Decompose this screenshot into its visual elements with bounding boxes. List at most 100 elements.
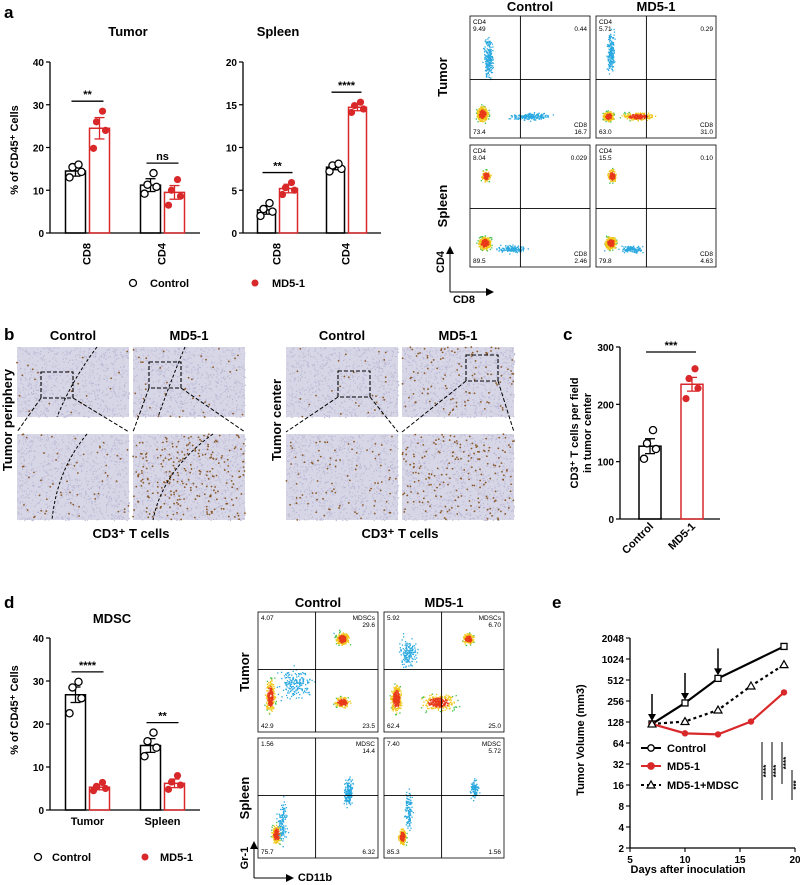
ihc-texture <box>144 410 146 413</box>
ihc-texture <box>95 399 97 401</box>
ihc-texture <box>149 357 151 359</box>
event-dot <box>630 114 632 116</box>
event-dot <box>484 54 486 56</box>
event-dot <box>610 237 612 239</box>
ihc-texture <box>113 388 115 390</box>
event-dot <box>635 115 638 117</box>
ihc-texture <box>105 407 107 409</box>
event-dot <box>610 244 612 246</box>
cd3-stain-dot <box>27 364 29 367</box>
cd3-stain-dot <box>208 403 211 406</box>
cd3-stain-dot <box>48 402 51 405</box>
ihc-texture <box>136 356 138 358</box>
event-dot <box>540 116 543 118</box>
ihc-texture <box>25 471 27 473</box>
ihc-texture <box>36 378 38 380</box>
ihc-texture <box>179 403 181 405</box>
ihc-texture <box>190 357 192 359</box>
data-point <box>140 189 149 198</box>
ihc-texture <box>75 347 78 350</box>
event-dot <box>610 53 612 55</box>
event-dot <box>484 238 487 241</box>
event-dot <box>485 114 487 116</box>
ihc-texture <box>40 410 42 413</box>
ihc-texture <box>152 403 155 405</box>
ihc-texture <box>40 508 42 510</box>
ihc-texture <box>71 497 73 500</box>
ihc-texture <box>103 357 105 359</box>
event-dot <box>489 57 492 60</box>
event-dot <box>644 116 647 118</box>
event-dot <box>489 242 492 244</box>
event-dot <box>488 112 490 114</box>
ihc-texture <box>88 355 90 357</box>
ihc-texture <box>25 411 28 413</box>
ihc-texture <box>135 416 137 418</box>
ihc-texture <box>32 393 35 395</box>
event-dot <box>611 58 613 60</box>
ihc-texture <box>39 401 41 403</box>
ihc-texture <box>134 376 136 378</box>
ihc-texture <box>139 359 141 361</box>
ihc-texture <box>143 414 145 416</box>
quadrant-lr-value: 31.0 <box>700 129 713 136</box>
ihc-texture <box>76 368 78 370</box>
ihc-texture <box>102 391 104 394</box>
event-dot <box>492 59 494 61</box>
event-dot <box>610 240 612 242</box>
event-dot <box>524 114 526 116</box>
ihc-texture <box>197 363 199 366</box>
event-dot <box>609 240 611 242</box>
ihc-texture <box>164 414 166 416</box>
event-dot <box>607 120 610 122</box>
ihc-texture <box>233 389 235 392</box>
event-dot <box>477 240 479 242</box>
event-dot <box>602 118 604 120</box>
ihc-texture <box>232 410 235 412</box>
ihc-texture <box>53 449 55 451</box>
ihc-texture <box>170 399 173 401</box>
ihc-texture <box>127 357 129 359</box>
event-dot <box>513 248 515 251</box>
ihc-texture <box>99 356 101 359</box>
ihc-texture <box>237 396 240 399</box>
event-dot <box>612 113 614 115</box>
ihc-texture <box>114 504 116 506</box>
ihc-texture <box>31 356 33 359</box>
ihc-texture <box>209 383 211 385</box>
event-dot <box>487 55 489 57</box>
ihc-texture <box>214 361 216 363</box>
ihc-texture <box>134 362 137 364</box>
ihc-texture <box>90 497 92 499</box>
ihc-texture <box>222 400 224 402</box>
event-dot <box>486 48 489 50</box>
event-dot <box>637 115 640 117</box>
ihc-texture <box>103 354 106 357</box>
event-dot <box>615 240 617 242</box>
ihc-texture <box>71 395 73 397</box>
event-dot <box>604 114 607 116</box>
ihc-texture <box>169 374 172 376</box>
event-dot <box>606 240 608 243</box>
ihc-texture <box>50 349 52 351</box>
ihc-texture <box>163 355 165 357</box>
ihc-texture <box>114 505 116 507</box>
event-dot <box>638 114 640 116</box>
event-dot <box>491 238 493 241</box>
ihc-texture <box>107 393 109 395</box>
ihc-texture <box>79 479 81 481</box>
data-point <box>287 178 296 187</box>
ihc-texture <box>82 510 84 513</box>
ihc-texture <box>114 464 116 466</box>
event-dot <box>488 109 490 112</box>
event-dot <box>637 117 640 119</box>
bar <box>347 106 368 234</box>
ihc-texture <box>85 382 87 384</box>
ihc-texture <box>162 352 164 354</box>
ihc-texture <box>219 396 221 398</box>
ihc-texture <box>43 404 45 407</box>
ihc-texture <box>160 404 162 406</box>
event-dot <box>605 243 607 245</box>
event-dot <box>631 116 633 118</box>
